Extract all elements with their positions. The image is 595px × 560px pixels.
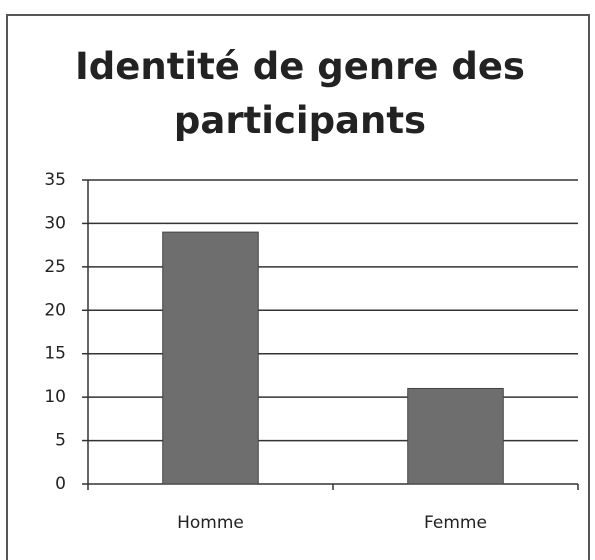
y-tick-label: 5 xyxy=(55,431,66,451)
y-tick-label: 30 xyxy=(44,213,66,233)
chart-title: Identité de genre des participants xyxy=(75,45,525,142)
y-tick-label: 20 xyxy=(44,300,66,320)
chart-frame xyxy=(6,14,590,560)
y-tick-label: 25 xyxy=(44,257,66,277)
x-tick-label: Homme xyxy=(177,513,244,533)
y-tick-label: 10 xyxy=(44,387,66,407)
x-tick-label: Femme xyxy=(424,513,487,533)
y-tick-label: 0 xyxy=(55,474,66,494)
bar xyxy=(162,231,259,485)
bar xyxy=(407,387,504,485)
y-tick-label: 35 xyxy=(44,170,66,190)
y-tick-label: 15 xyxy=(44,344,66,364)
